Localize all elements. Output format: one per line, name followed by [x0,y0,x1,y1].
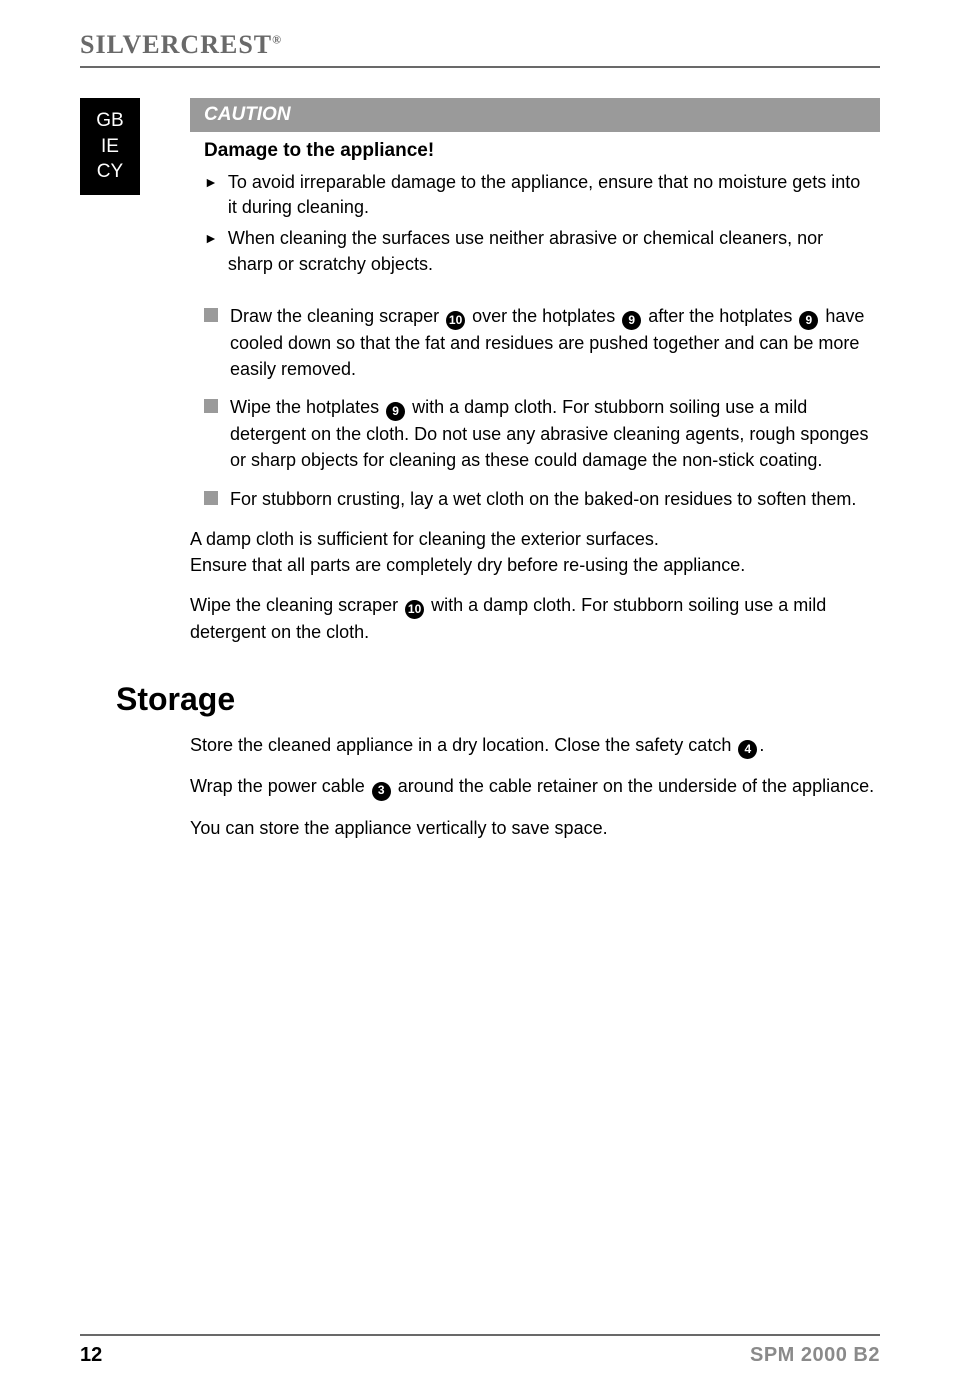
arrow-item: ► To avoid irreparable damage to the app… [204,170,866,220]
square-bullet-icon [204,491,218,505]
lang-ie: IE [80,134,140,160]
square-bullet-icon [204,399,218,413]
main-content: CAUTION Damage to the appliance! ► To av… [190,98,880,645]
arrow-item: ► When cleaning the surfaces use neither… [204,226,866,276]
ref-number-icon: 9 [386,402,405,421]
paragraph: You can store the appliance vertically t… [190,815,880,841]
square-bullet-list: Draw the cleaning scraper 10 over the ho… [190,287,880,512]
bullet-text: Wipe the hotplates 9 with a damp cloth. … [230,394,880,473]
lang-gb: GB [80,108,140,134]
storage-heading: Storage [116,681,880,718]
model-number: SPM 2000 B2 [750,1344,880,1367]
ref-number-icon: 9 [799,311,818,330]
list-item: Wipe the hotplates 9 with a damp cloth. … [190,394,880,473]
paragraph: Wrap the power cable 3 around the cable … [190,773,880,800]
square-bullet-icon [204,308,218,322]
paragraph: Wipe the cleaning scraper 10 with a damp… [190,592,880,645]
spacer [80,732,140,841]
storage-content: Store the cleaned appliance in a dry loc… [190,732,880,841]
caution-arrow-list: ► To avoid irreparable damage to the app… [190,170,880,287]
language-tab: GB IE CY [80,98,140,195]
paragraph: A damp cloth is sufficient for cleaning … [190,526,880,578]
caution-subheader: Damage to the appliance! [190,132,880,164]
brand-name: SILVERCREST [80,30,272,59]
ref-number-icon: 10 [446,311,465,330]
arrow-text: To avoid irreparable damage to the appli… [228,170,866,220]
paragraph: Store the cleaned appliance in a dry loc… [190,732,880,759]
ref-number-icon: 4 [738,740,757,759]
brand-reg: ® [272,32,282,46]
bullet-text: For stubborn crusting, lay a wet cloth o… [230,486,856,512]
brand-logo: SILVERCREST® [80,30,880,68]
arrow-bullet-icon: ► [204,170,218,220]
list-item: For stubborn crusting, lay a wet cloth o… [190,486,880,512]
ref-number-icon: 3 [372,782,391,801]
arrow-bullet-icon: ► [204,226,218,276]
ref-number-icon: 10 [405,600,424,619]
list-item: Draw the cleaning scraper 10 over the ho… [190,303,880,382]
lang-cy: CY [80,159,140,185]
page-number: 12 [80,1344,102,1367]
page-footer: 12 SPM 2000 B2 [80,1334,880,1367]
caution-header: CAUTION [190,98,880,132]
ref-number-icon: 9 [622,311,641,330]
bullet-text: Draw the cleaning scraper 10 over the ho… [230,303,880,382]
arrow-text: When cleaning the surfaces use neither a… [228,226,866,276]
